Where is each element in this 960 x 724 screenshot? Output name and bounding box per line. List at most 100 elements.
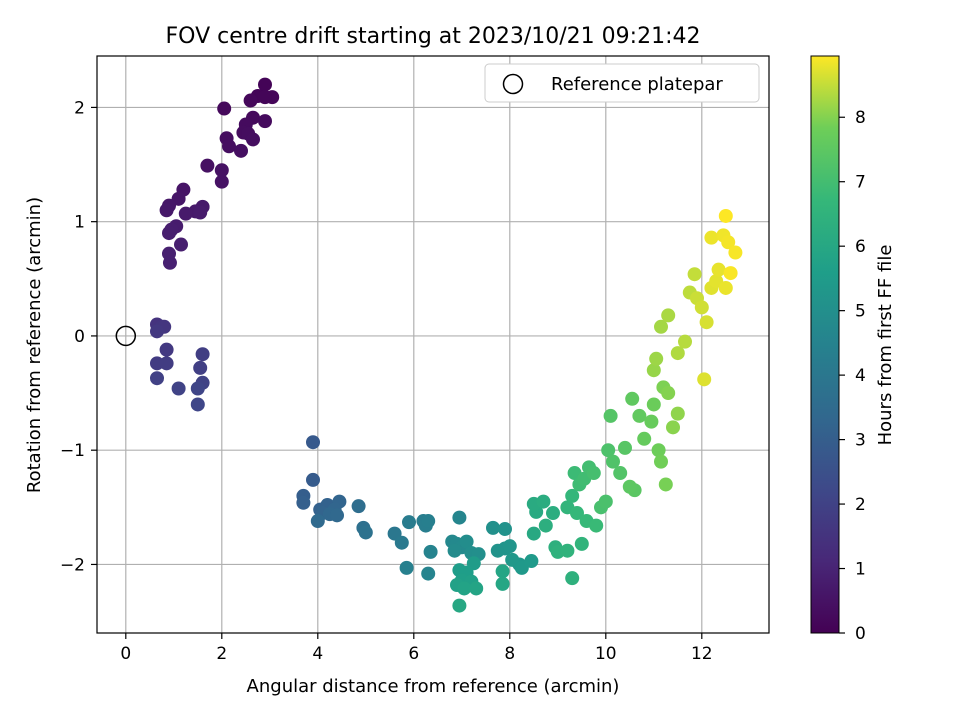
data-point	[452, 598, 467, 613]
data-point	[150, 371, 164, 386]
x-tick-label: 2	[216, 644, 227, 664]
colorbar-tick-label: 3	[855, 431, 866, 451]
data-point	[214, 174, 229, 189]
data-point	[632, 408, 647, 423]
data-point	[495, 576, 510, 591]
data-point	[246, 132, 260, 147]
y-tick-label: −2	[60, 555, 85, 575]
data-point	[687, 267, 702, 282]
colorbar-tick-label: 4	[855, 366, 866, 386]
data-point	[666, 420, 680, 435]
x-tick-label: 0	[120, 644, 131, 664]
data-point	[402, 515, 416, 530]
data-point	[178, 206, 193, 221]
legend-reference-label: Reference platepar	[551, 74, 723, 95]
data-point	[195, 347, 210, 362]
y-tick-label: 2	[74, 98, 85, 118]
y-axis-label: Rotation from reference (arcmin)	[24, 197, 45, 493]
data-point	[258, 90, 272, 105]
data-point	[159, 203, 174, 218]
colorbar-tick-label: 8	[855, 108, 866, 128]
x-axis-label: Angular distance from reference (arcmin)	[247, 676, 620, 697]
data-point	[704, 230, 719, 245]
legend: Reference platepar	[484, 63, 760, 103]
data-point	[718, 208, 733, 223]
colorbar: 0 1 2 3 4 5 6 7 8 Hours from first FF file	[810, 55, 896, 644]
data-point	[498, 522, 512, 537]
data-point	[560, 543, 575, 558]
data-point	[306, 435, 320, 450]
x-tick-label: 8	[504, 644, 515, 664]
data-point	[697, 372, 712, 387]
data-point	[174, 237, 188, 252]
plot-background	[97, 56, 769, 633]
x-tick-label: 12	[691, 644, 713, 664]
data-point	[486, 520, 500, 535]
legend-box	[484, 63, 760, 103]
colorbar-tick-label: 1	[855, 560, 866, 580]
data-point	[601, 443, 616, 458]
data-point	[502, 539, 517, 554]
data-point	[150, 324, 164, 339]
data-point	[447, 543, 462, 558]
plot-frame	[96, 55, 770, 634]
data-point	[524, 554, 539, 569]
colorbar-ticks: 0 1 2 3 4 5 6 7 8	[839, 108, 866, 644]
data-point	[718, 280, 733, 295]
data-point	[678, 334, 692, 349]
x-tick-label: 10	[595, 644, 617, 664]
data-point	[546, 506, 560, 521]
data-point	[358, 525, 373, 540]
data-point	[699, 315, 714, 330]
data-point	[469, 581, 484, 596]
data-point	[574, 536, 589, 551]
data-point	[162, 255, 177, 270]
data-points	[150, 77, 743, 613]
data-point	[200, 158, 215, 173]
data-point	[670, 406, 685, 421]
colorbar-gradient	[810, 55, 840, 634]
data-point	[190, 381, 205, 396]
data-point	[351, 499, 366, 514]
data-point	[150, 356, 164, 371]
data-point	[214, 163, 229, 178]
data-point	[637, 431, 652, 446]
data-point	[171, 381, 186, 396]
data-point	[159, 342, 174, 357]
data-point	[394, 535, 409, 550]
data-point	[452, 510, 467, 525]
data-point	[459, 534, 474, 549]
x-axis-ticks: 0 2 4 6 8 10 12	[120, 633, 713, 664]
x-tick-label: 4	[312, 644, 323, 664]
data-point	[654, 454, 668, 469]
grid-lines	[97, 56, 769, 633]
colorbar-tick-label: 2	[855, 495, 866, 515]
data-point	[586, 466, 601, 481]
data-point	[603, 408, 618, 423]
data-point	[162, 226, 176, 241]
legend-reference-marker	[502, 73, 524, 95]
data-point	[306, 472, 320, 487]
data-point	[258, 77, 272, 92]
colorbar-tick-label: 7	[855, 173, 866, 193]
data-point	[654, 319, 668, 334]
data-point	[526, 526, 541, 541]
data-point	[606, 454, 620, 469]
data-point	[457, 581, 472, 596]
data-point	[651, 443, 666, 458]
y-tick-label: 0	[74, 327, 85, 347]
colorbar-label: Hours from first FF file	[875, 245, 896, 446]
data-point	[644, 414, 659, 429]
data-point	[243, 93, 258, 108]
data-point	[694, 300, 709, 315]
y-tick-label: 1	[74, 213, 85, 233]
data-point	[589, 518, 604, 533]
data-point	[565, 571, 580, 586]
data-point	[421, 566, 436, 581]
data-point	[330, 508, 344, 523]
colorbar-tick-label: 0	[855, 624, 866, 644]
data-point	[222, 139, 236, 154]
colorbar-tick-label: 6	[855, 237, 866, 257]
